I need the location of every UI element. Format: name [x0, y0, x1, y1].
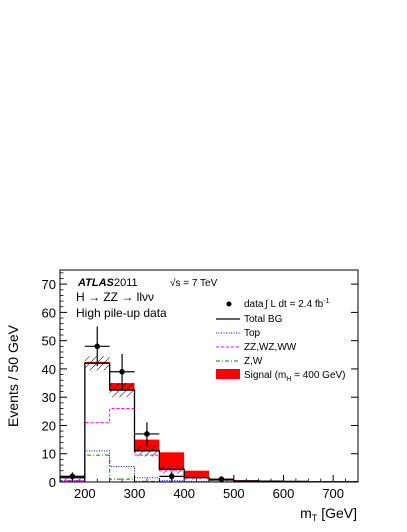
legend-data-marker [227, 302, 232, 307]
x-axis-title-var: m [300, 505, 312, 521]
legend-signal-text: Signal (m [244, 370, 286, 381]
y-tick-label: 60 [42, 305, 56, 320]
x-axis-title: mT [GeV] [300, 505, 357, 523]
data-point [119, 369, 125, 375]
process-label: H → ZZ → llνν [76, 290, 154, 304]
series-line-total [60, 363, 358, 482]
y-tick-label: 40 [42, 362, 56, 377]
histogram-lines-layer [60, 363, 358, 482]
y-tick-label: 0 [49, 475, 56, 490]
data-point [94, 344, 100, 350]
legend: data ∫ L dt = 2.4 fb-1 Total BG Top ZZ,W… [216, 298, 346, 383]
dataset-label: High pile-up data [76, 306, 167, 320]
x-tick-label: 200 [74, 486, 96, 501]
legend-top-label: Top [244, 328, 261, 339]
legend-signal-label: Signal (mH = 400 GeV) [244, 370, 346, 383]
y-tick-label: 30 [42, 390, 56, 405]
legend-signal-tail: = 400 GeV) [291, 370, 345, 381]
x-tick-label: 500 [223, 486, 245, 501]
y-tick-label: 70 [42, 277, 56, 292]
lumi-label: ∫ L dt = 2.4 fb-1 [264, 298, 330, 310]
y-axis-title: Events / 50 GeV [5, 324, 21, 427]
legend-data-label: data [244, 299, 264, 310]
lumi-exponent: -1 [323, 298, 329, 305]
data-point [144, 431, 150, 437]
y-tick-label: 20 [42, 418, 56, 433]
sqrt-s-label: √s = 7 TeV [170, 277, 218, 289]
x-tick-label: 600 [273, 486, 295, 501]
legend-signal-swatch [216, 369, 240, 379]
y-tick-label: 10 [42, 447, 56, 462]
x-axis-title-unit: [GeV] [317, 505, 357, 521]
legend-zw-label: Z,W [244, 356, 263, 367]
legend-total-label: Total BG [244, 314, 283, 325]
data-points-layer [60, 327, 234, 482]
x-tick-label: 300 [124, 486, 146, 501]
x-tick-label: 400 [173, 486, 195, 501]
x-tick-label: 700 [322, 486, 344, 501]
data-point [70, 474, 76, 480]
atlas-label: ATLAS [77, 277, 115, 289]
y-tick-label: 50 [42, 334, 56, 349]
lumi-text: ∫ L dt = 2.4 fb [264, 299, 324, 310]
legend-diboson-label: ZZ,WZ,WW [244, 342, 297, 353]
data-point [169, 474, 175, 480]
year-label: 2011 [114, 277, 138, 289]
